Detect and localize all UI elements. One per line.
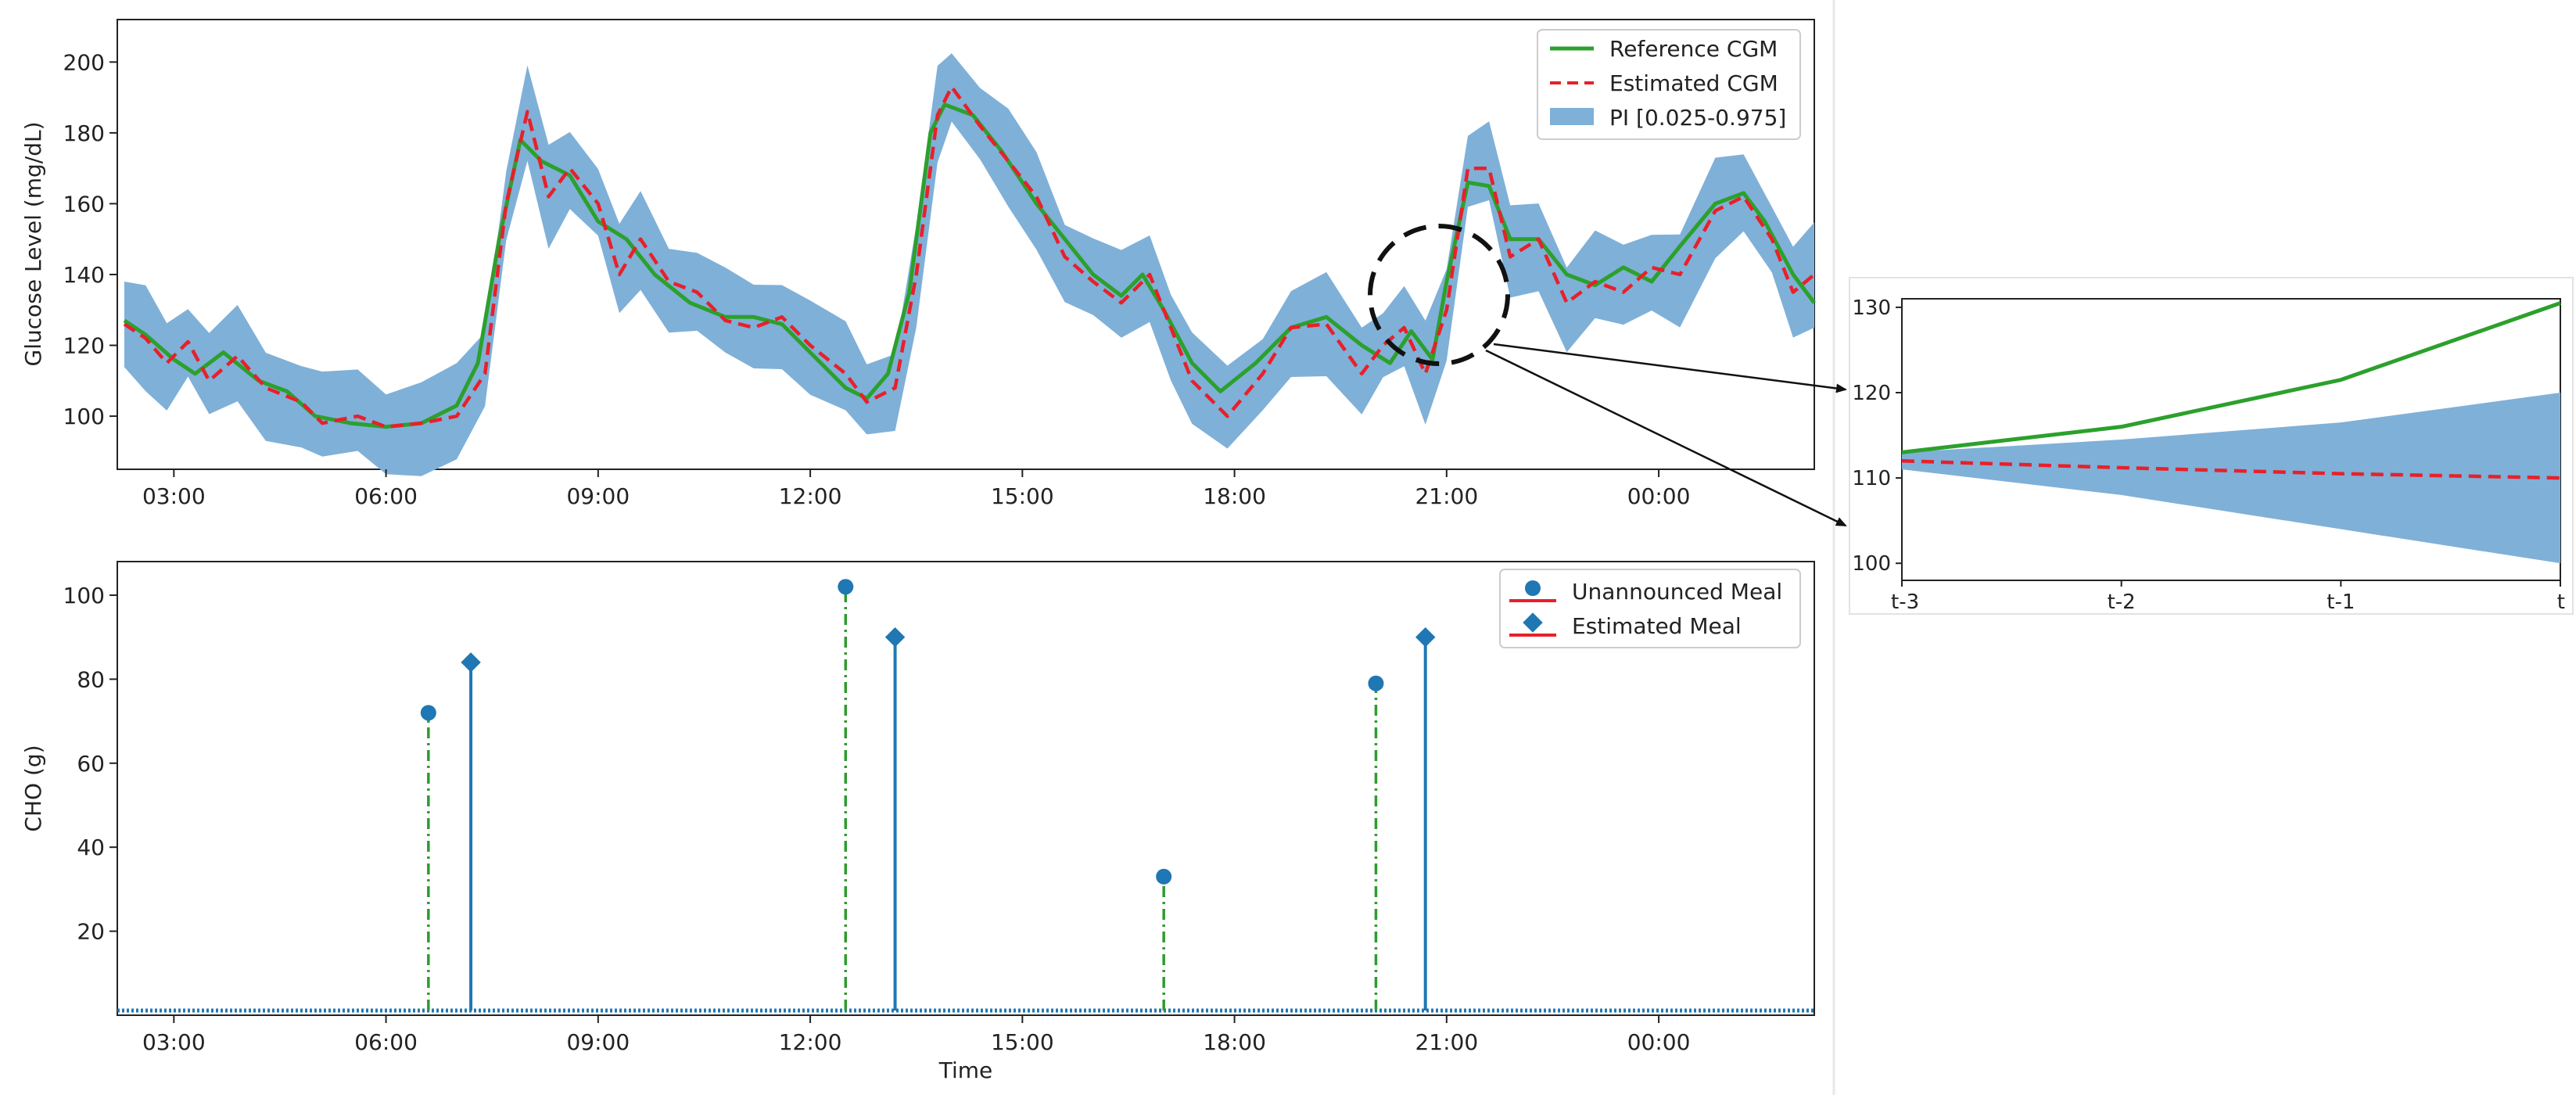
unannounced-meal-marker bbox=[1156, 868, 1172, 885]
glucose-legend-box bbox=[1537, 29, 1801, 140]
meal-stems-layer bbox=[420, 579, 1436, 1011]
zoom-xtick-label: t bbox=[2557, 591, 2565, 614]
glucose-ytick-label: 200 bbox=[63, 49, 105, 75]
meal-xtick-label: 12:00 bbox=[779, 1029, 842, 1055]
glucose-ytick-label: 120 bbox=[63, 333, 105, 359]
glucose-xtick-label: 06:00 bbox=[354, 483, 418, 509]
glucose-chart: 100 120 140 160 180 200 03:00 06:00 09:00 12:00 1… bbox=[20, 19, 1817, 509]
unannounced-meal-marker bbox=[838, 579, 854, 595]
meal-ylabel: CHO (g) bbox=[20, 745, 46, 831]
glucose-xtick-label: 09:00 bbox=[566, 483, 630, 509]
meal-ytick-label: 60 bbox=[77, 751, 105, 777]
meal-xtick-label: 09:00 bbox=[566, 1029, 630, 1055]
meal-xticks: 03:00 06:00 09:00 12:00 15:00 18:00 21:00 00:00 bbox=[142, 1015, 1690, 1055]
zoom-arrow-lower bbox=[1485, 349, 1847, 527]
glucose-xtick-label: 18:00 bbox=[1203, 483, 1266, 509]
legend-unannounced-marker bbox=[1525, 580, 1541, 596]
meal-ytick-label: 80 bbox=[77, 666, 105, 692]
zoom-estimated-line bbox=[1901, 459, 2561, 480]
meal-xtick-label: 06:00 bbox=[354, 1029, 418, 1055]
zoom-pi-band bbox=[1902, 393, 2560, 564]
glucose-pi-band-layer bbox=[124, 53, 1814, 476]
glucose-ylabel: Glucose Level (mg/dL) bbox=[20, 122, 46, 367]
glucose-xticks: 03:00 06:00 09:00 12:00 15:00 18:00 21:00 00:00 bbox=[142, 469, 1690, 509]
legend-estimated-meal-label: Estimated Meal bbox=[1572, 613, 1742, 639]
meal-xtick-label: 15:00 bbox=[991, 1029, 1054, 1055]
glucose-ytick-label: 160 bbox=[63, 191, 105, 217]
reference-cgm-line bbox=[123, 102, 1817, 429]
legend-unannounced-label: Unannounced Meal bbox=[1572, 579, 1782, 605]
estimated-meal-marker bbox=[884, 626, 906, 648]
glucose-lines-layer bbox=[123, 84, 1817, 429]
unannounced-meal-marker bbox=[420, 705, 436, 721]
meal-xtick-label: 00:00 bbox=[1627, 1029, 1691, 1055]
legend-reference-label: Reference CGM bbox=[1609, 36, 1778, 62]
meal-xtick-label: 03:00 bbox=[142, 1029, 206, 1055]
meal-xtick-label: 21:00 bbox=[1415, 1029, 1478, 1055]
zoom-pi-band-layer bbox=[1902, 393, 2560, 564]
meal-legend: Unannounced Meal Estimated Meal bbox=[1499, 569, 1801, 648]
zoom-inset-chart: 100 110 120 130 t-3 t-2 t-1 t bbox=[1849, 277, 2574, 615]
meal-ytick-label: 100 bbox=[63, 583, 105, 609]
zoom-lines-layer bbox=[1901, 301, 2561, 480]
estimated-meal-marker bbox=[1415, 626, 1436, 648]
zoom-xtick-label: t-2 bbox=[2108, 591, 2136, 614]
meal-yticks: 20 40 60 80 100 bbox=[63, 583, 117, 945]
meal-axes-frame bbox=[117, 561, 1815, 1016]
meal-ytick-label: 20 bbox=[77, 919, 105, 945]
meal-xtick-label: 18:00 bbox=[1203, 1029, 1266, 1055]
meal-ytick-label: 40 bbox=[77, 835, 105, 860]
glucose-yticks: 100 120 140 160 180 200 bbox=[63, 49, 117, 429]
legend-pi-label: PI [0.025-0.975] bbox=[1609, 105, 1786, 131]
zoom-ytick-label: 120 bbox=[1852, 382, 1891, 405]
zoom-xtick-label: t-1 bbox=[2327, 591, 2355, 614]
meal-xlabel: Time bbox=[938, 1057, 993, 1083]
zoom-xtick-label: t-3 bbox=[1891, 591, 1919, 614]
glucose-xtick-label: 15:00 bbox=[991, 483, 1054, 509]
legend-estimated-label: Estimated CGM bbox=[1609, 70, 1778, 96]
zoom-reference-line bbox=[1901, 301, 2561, 454]
glucose-xtick-label: 12:00 bbox=[779, 483, 842, 509]
zoom-xticks: t-3 t-2 t-1 t bbox=[1891, 580, 2565, 614]
zoom-arrow-upper bbox=[1493, 343, 1847, 393]
zoom-yticks: 100 110 120 130 bbox=[1852, 296, 1902, 576]
glucose-ytick-label: 180 bbox=[63, 120, 105, 146]
zoom-ytick-label: 100 bbox=[1852, 552, 1891, 576]
zoom-ytick-label: 110 bbox=[1852, 467, 1891, 490]
zoom-ytick-label: 130 bbox=[1852, 296, 1891, 320]
glucose-xtick-label: 03:00 bbox=[142, 483, 206, 509]
glucose-xtick-label: 00:00 bbox=[1627, 483, 1691, 509]
glucose-pi-band bbox=[124, 53, 1814, 476]
glucose-xtick-label: 21:00 bbox=[1415, 483, 1478, 509]
zoom-highlight-circle bbox=[1368, 224, 1510, 366]
glucose-ytick-label: 140 bbox=[63, 262, 105, 288]
estimated-meal-marker bbox=[461, 652, 481, 673]
legend-pi-swatch bbox=[1550, 108, 1594, 125]
meal-chart: 20 40 60 80 100 03:00 06:00 09:00 12:00 15:00 18:… bbox=[20, 561, 1815, 1083]
glucose-ytick-label: 100 bbox=[63, 404, 105, 429]
glucose-legend: Reference CGM Estimated CGM PI [0.025-0.… bbox=[1537, 29, 1801, 140]
unannounced-meal-marker bbox=[1368, 675, 1384, 691]
meal-legend-box bbox=[1499, 569, 1801, 648]
